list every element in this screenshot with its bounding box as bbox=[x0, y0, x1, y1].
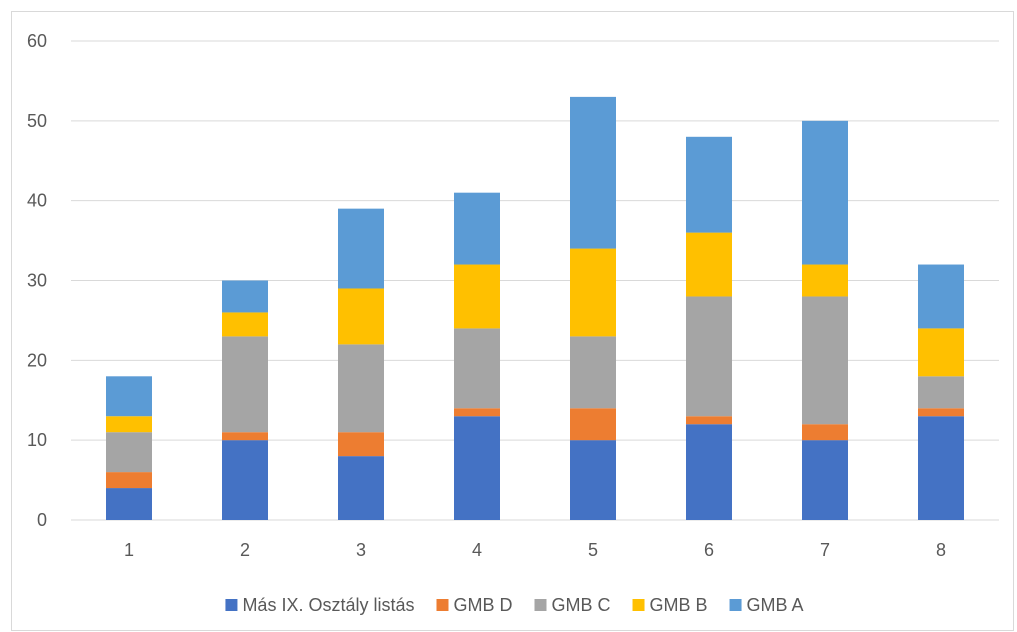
x-tick-label: 7 bbox=[820, 540, 830, 560]
bar-segment-5-series-4 bbox=[570, 248, 616, 337]
legend-label: GMB A bbox=[747, 595, 804, 615]
legend-label: GMB B bbox=[650, 595, 708, 615]
bar-segment-3-series-3 bbox=[338, 344, 384, 433]
x-tick-label: 2 bbox=[240, 540, 250, 560]
legend-swatch-series-4 bbox=[632, 599, 645, 611]
bar-segment-6-series-5 bbox=[686, 136, 732, 233]
bar-segment-1-series-3 bbox=[106, 432, 152, 473]
bar-segment-6-series-1 bbox=[686, 424, 732, 520]
x-tick-label: 4 bbox=[472, 540, 482, 560]
x-tick-label: 6 bbox=[704, 540, 714, 560]
bar-segment-4-series-3 bbox=[454, 328, 500, 409]
legend-swatch-series-1 bbox=[225, 599, 238, 611]
bar-segment-6-series-4 bbox=[686, 232, 732, 297]
y-tick-label: 10 bbox=[27, 430, 47, 450]
bar-segment-7-series-3 bbox=[802, 296, 848, 425]
bar-segment-2-series-5 bbox=[222, 280, 268, 313]
bar-segment-5-series-3 bbox=[570, 336, 616, 409]
x-tick-label: 3 bbox=[356, 540, 366, 560]
bar-segment-1-series-4 bbox=[106, 416, 152, 433]
y-tick-label: 20 bbox=[27, 350, 47, 370]
bar-segment-2-series-1 bbox=[222, 440, 268, 520]
y-tick-label: 0 bbox=[37, 510, 47, 530]
x-tick-label: 8 bbox=[936, 540, 946, 560]
gridlines bbox=[71, 40, 999, 521]
bar-segment-4-series-2 bbox=[454, 408, 500, 417]
bar-segment-5-series-5 bbox=[570, 96, 616, 249]
x-tick-label: 1 bbox=[124, 540, 134, 560]
legend-label: GMB C bbox=[552, 595, 611, 615]
legend-swatch-series-2 bbox=[436, 599, 449, 611]
bar-segment-1-series-2 bbox=[106, 472, 152, 489]
legend-swatch-series-5 bbox=[729, 599, 742, 611]
bar-segment-7-series-2 bbox=[802, 424, 848, 441]
legend-label: Más IX. Osztály listás bbox=[242, 595, 414, 615]
bars bbox=[106, 96, 964, 520]
bar-segment-7-series-4 bbox=[802, 264, 848, 297]
bar-segment-2-series-4 bbox=[222, 312, 268, 337]
x-axis-tick-labels: 1 2 3 4 5 6 7 8 bbox=[124, 540, 946, 560]
y-tick-label: 60 bbox=[27, 31, 47, 51]
bar-segment-3-series-1 bbox=[338, 456, 384, 520]
x-tick-label: 5 bbox=[588, 540, 598, 560]
bar-segment-5-series-2 bbox=[570, 408, 616, 441]
bar-segment-6-series-2 bbox=[686, 416, 732, 425]
bar-segment-8-series-2 bbox=[918, 408, 964, 417]
bar-segment-8-series-3 bbox=[918, 376, 964, 409]
y-tick-label: 30 bbox=[27, 271, 47, 291]
bar-segment-7-series-1 bbox=[802, 440, 848, 520]
bar-segment-4-series-5 bbox=[454, 192, 500, 265]
legend-swatch-series-3 bbox=[534, 599, 547, 611]
bar-segment-2-series-3 bbox=[222, 336, 268, 433]
bar-segment-3-series-5 bbox=[338, 208, 384, 289]
bar-segment-1-series-5 bbox=[106, 376, 152, 417]
bar-segment-3-series-2 bbox=[338, 432, 384, 457]
bar-segment-1-series-1 bbox=[106, 488, 152, 520]
bar-segment-2-series-2 bbox=[222, 432, 268, 441]
legend-label: GMB D bbox=[453, 595, 512, 615]
bar-segment-8-series-5 bbox=[918, 264, 964, 329]
y-tick-label: 40 bbox=[27, 191, 47, 211]
bar-segment-8-series-1 bbox=[918, 416, 964, 520]
bar-segment-5-series-1 bbox=[570, 440, 616, 520]
bar-segment-3-series-4 bbox=[338, 288, 384, 345]
y-axis-tick-labels: 0 10 20 30 40 50 60 bbox=[27, 31, 47, 530]
bar-segment-4-series-4 bbox=[454, 264, 500, 329]
legend: Más IX. Osztály listás GMB D GMB C GMB B GMB… bbox=[225, 595, 804, 615]
bar-segment-6-series-3 bbox=[686, 296, 732, 417]
y-tick-label: 50 bbox=[27, 111, 47, 131]
bar-segment-8-series-4 bbox=[918, 328, 964, 377]
bar-segment-7-series-5 bbox=[802, 120, 848, 265]
bar-segment-4-series-1 bbox=[454, 416, 500, 520]
